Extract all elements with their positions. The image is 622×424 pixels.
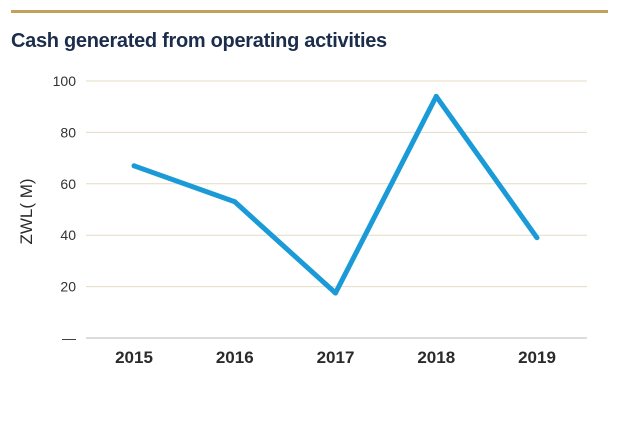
- y-tick-label: 40: [60, 227, 76, 243]
- y-tick-label: 60: [60, 176, 76, 192]
- data-point-2015: [131, 163, 137, 169]
- x-tick-label: 2019: [518, 348, 556, 367]
- data-point-2016: [232, 199, 238, 205]
- chart-title: Cash generated from operating activities: [11, 30, 387, 52]
- x-tick-label: 2017: [317, 348, 355, 367]
- data-point-2019: [534, 235, 540, 241]
- top-accent-rule: [11, 10, 608, 13]
- x-axis-ticks: 2015 2016 2017 2018 2019: [115, 348, 556, 367]
- y-tick-label: 20: [60, 279, 76, 295]
- data-points: [131, 93, 540, 296]
- y-tick-label: 80: [60, 124, 76, 140]
- y-axis-ticks: 100 80 60 40 20 —: [53, 73, 77, 346]
- data-point-2018: [433, 93, 439, 99]
- grid-lines: [86, 80, 587, 288]
- y-tick-label: 100: [53, 73, 77, 89]
- x-tick-label: 2016: [216, 348, 254, 367]
- x-tick-label: 2015: [115, 348, 153, 367]
- series-line: [133, 93, 540, 296]
- data-point-2017: [333, 290, 338, 296]
- y-tick-label-zero: —: [62, 330, 76, 346]
- y-axis-label: ZWL( M): [17, 178, 36, 244]
- x-tick-label: 2018: [417, 348, 455, 367]
